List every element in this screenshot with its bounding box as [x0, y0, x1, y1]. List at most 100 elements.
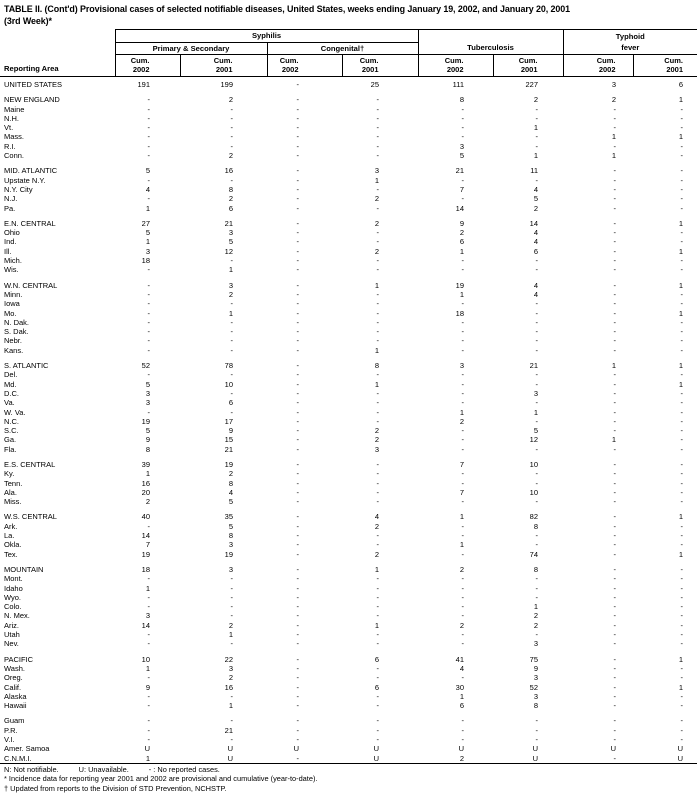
value-cell: -	[296, 459, 300, 469]
value-cell: 19	[224, 459, 233, 469]
value-cell: -	[680, 435, 684, 445]
value-cell: -	[230, 299, 234, 309]
table-title: TABLE II. (Cont'd) Provisional cases of …	[4, 4, 646, 27]
year-label: 2002	[281, 64, 299, 74]
value-cell: -	[230, 141, 234, 151]
value-cell: -	[680, 203, 684, 213]
value-cell: 9	[228, 426, 233, 436]
value-cell: -	[296, 184, 300, 194]
value-cell: -	[296, 725, 300, 735]
value-cell: 1	[678, 361, 684, 371]
table-row: UNITED STATES 191 199 - 25 111 227 3 6	[0, 77, 697, 90]
value-cell: -	[230, 113, 234, 123]
table-row: NEW ENGLAND - 2 - - 8 2 2 1	[0, 89, 697, 104]
value-cell: 21	[224, 218, 233, 228]
value-cell: -	[296, 398, 300, 408]
value-cell: -	[613, 673, 617, 683]
value-cell: -	[376, 203, 380, 213]
value-cell: -	[296, 317, 300, 327]
value-cell: -	[376, 407, 380, 417]
value-cell: 17	[224, 416, 233, 426]
value-cell: -	[147, 299, 151, 309]
value-cell: 8	[459, 95, 464, 105]
value-cell: -	[461, 630, 465, 640]
value-cell: -	[147, 602, 151, 612]
value-cell: -	[461, 327, 465, 337]
value-cell: -	[230, 256, 234, 266]
value-cell: -	[613, 691, 617, 701]
reporting-area-cell: NEW ENGLAND	[4, 95, 60, 105]
value-cell: -	[613, 592, 617, 602]
value-cell: -	[376, 583, 380, 593]
value-cell: -	[461, 370, 465, 380]
value-cell: -	[535, 497, 539, 507]
value-cell: 2	[228, 151, 233, 161]
value-cell: -	[461, 469, 465, 479]
value-cell: -	[535, 132, 539, 142]
value-cell: 2	[533, 611, 539, 621]
value-cell: -	[680, 194, 684, 204]
reporting-area-cell: Maine	[4, 104, 25, 114]
value-cell: -	[147, 175, 151, 185]
value-cell: -	[535, 317, 539, 327]
value-cell: -	[461, 123, 465, 133]
value-cell: 8	[145, 444, 150, 454]
value-cell: -	[680, 531, 684, 541]
value-cell: 1	[533, 151, 539, 161]
value-cell: 10	[224, 379, 233, 389]
value-cell: 1	[678, 132, 684, 142]
value-cell: -	[296, 583, 300, 593]
reporting-area-cell: Calif.	[4, 682, 22, 692]
value-cell: -	[613, 141, 617, 151]
value-cell: 1	[678, 95, 684, 105]
value-cell: -	[147, 151, 151, 161]
value-cell: -	[680, 398, 684, 408]
value-cell: -	[680, 487, 684, 497]
value-cell: -	[613, 663, 617, 673]
value-cell: -	[535, 574, 539, 584]
year-label: 2001	[215, 64, 233, 74]
value-cell: -	[147, 735, 151, 744]
value-cell: -	[680, 388, 684, 398]
value-cell: -	[376, 639, 380, 649]
value-cell: -	[680, 166, 684, 176]
value-cell: -	[680, 602, 684, 612]
value-cell: 25	[370, 80, 379, 89]
value-cell: 1	[145, 469, 150, 479]
reporting-area-cell: Okla.	[4, 540, 22, 550]
value-cell: 199	[220, 80, 233, 89]
value-cell: -	[296, 132, 300, 142]
value-cell: -	[535, 398, 539, 408]
value-cell: -	[613, 265, 617, 275]
table-row: Wash. 1 3 - - 4 9 - -	[0, 664, 697, 673]
value-cell: -	[613, 725, 617, 735]
table-row: V.I. - - - - - - - -	[0, 735, 697, 744]
value-cell: -	[680, 256, 684, 266]
value-cell: -	[535, 345, 539, 355]
value-cell: 8	[533, 564, 539, 574]
value-cell: -	[535, 630, 539, 640]
value-cell: -	[535, 583, 539, 593]
col-group-syphilis: Syphilis	[114, 29, 418, 43]
value-cell: 2	[374, 435, 379, 445]
table-row: Wis. - 1 - - - - - -	[0, 265, 697, 274]
value-cell: 1	[374, 280, 379, 290]
value-cell: 2	[374, 521, 379, 531]
value-cell: -	[461, 444, 465, 454]
header-row-subgroups: Primary & Secondary Congenital†	[0, 42, 697, 55]
value-cell: -	[230, 123, 234, 133]
value-cell: -	[147, 265, 151, 275]
reporting-area-cell: N.Y. City	[4, 184, 33, 194]
value-cell: 7	[145, 540, 150, 550]
value-cell: -	[613, 531, 617, 541]
value-cell: -	[613, 540, 617, 550]
value-cell: 6	[374, 682, 379, 692]
value-cell: -	[147, 673, 151, 683]
value-cell: -	[376, 370, 380, 380]
reporting-area-cell: Hawaii	[4, 701, 27, 711]
value-cell: -	[680, 716, 684, 726]
value-cell: 6	[459, 701, 464, 711]
value-cell: -	[613, 611, 617, 621]
value-cell: -	[147, 691, 151, 701]
value-cell: -	[535, 531, 539, 541]
